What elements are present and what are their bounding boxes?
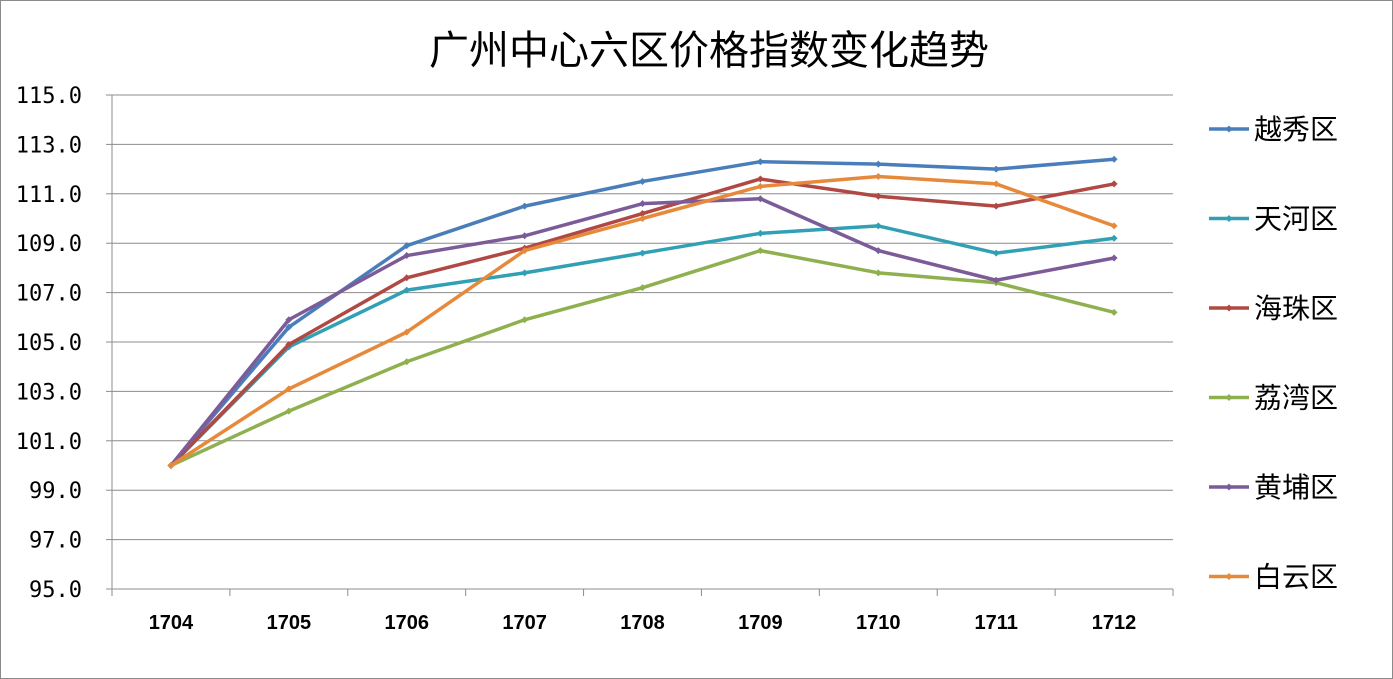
data-point — [1110, 308, 1118, 316]
data-point — [639, 177, 646, 185]
data-point — [1110, 254, 1118, 262]
legend-label: 越秀区 — [1254, 113, 1338, 146]
legend-marker — [1225, 125, 1233, 133]
data-point — [521, 202, 529, 210]
data-point — [167, 462, 175, 469]
series-4 — [167, 247, 1118, 469]
x-tick-label: 1705 — [267, 612, 312, 634]
x-tick-label: 1712 — [1092, 612, 1137, 634]
x-tick-label: 1704 — [149, 612, 194, 634]
data-point — [1110, 180, 1118, 188]
legend-entry: 黄埔区 — [1209, 471, 1338, 504]
legend-marker — [1225, 215, 1233, 222]
y-tick-label: 101.0 — [16, 430, 82, 455]
data-point — [1110, 234, 1118, 242]
y-tick-label: 105.0 — [16, 331, 82, 356]
data-point — [874, 173, 882, 181]
chart-title: 广州中心六区价格指数变化趋势 — [429, 28, 989, 74]
data-point — [521, 232, 529, 240]
y-tick-label: 99.0 — [29, 479, 82, 504]
data-point — [285, 340, 293, 348]
data-point — [403, 274, 411, 282]
data-point — [874, 269, 882, 277]
data-point — [639, 200, 646, 208]
x-tick-label: 1706 — [384, 612, 429, 634]
series-6 — [167, 173, 1118, 469]
y-tick-label: 95.0 — [29, 578, 82, 603]
data-point — [1110, 222, 1118, 230]
data-point — [992, 276, 1000, 284]
data-point — [403, 242, 411, 250]
y-tick-label: 109.0 — [16, 232, 82, 257]
x-tick-label: 1707 — [502, 612, 547, 634]
data-point — [756, 229, 764, 237]
data-point — [521, 316, 529, 324]
series-line — [169, 248, 1116, 468]
x-tick-label: 1709 — [738, 612, 783, 634]
data-point — [874, 192, 882, 200]
data-point — [874, 222, 882, 230]
data-point — [1110, 155, 1118, 163]
data-point — [756, 175, 764, 183]
data-point — [992, 165, 1000, 173]
y-tick-label: 103.0 — [16, 380, 82, 405]
data-point — [521, 247, 529, 255]
legend-entry: 越秀区 — [1209, 113, 1338, 146]
data-point — [992, 249, 1000, 257]
legend-label: 白云区 — [1254, 561, 1338, 594]
data-point — [992, 180, 1000, 188]
legend-marker — [1225, 304, 1233, 312]
data-point — [285, 385, 293, 393]
data-point — [403, 286, 411, 294]
data-point — [639, 249, 646, 257]
legend-label: 荔湾区 — [1254, 382, 1338, 415]
y-tick-label: 111.0 — [16, 183, 82, 208]
axes — [106, 94, 1174, 596]
x-tick-label: 1711 — [974, 612, 1017, 634]
legend-marker — [1225, 483, 1233, 491]
data-point — [639, 210, 646, 218]
legend-marker — [1225, 394, 1233, 401]
series-2 — [167, 222, 1118, 469]
legend-entry: 荔湾区 — [1209, 382, 1338, 415]
gridlines — [112, 94, 1173, 541]
legend-label: 天河区 — [1254, 203, 1338, 236]
data-point — [874, 160, 882, 168]
y-tick-label: 115.0 — [16, 84, 82, 109]
y-tick-label: 97.0 — [29, 529, 82, 554]
data-point — [285, 407, 293, 415]
data-point — [756, 247, 764, 255]
data-point — [639, 284, 646, 292]
data-point — [285, 323, 293, 331]
data-point — [756, 158, 764, 166]
data-point — [403, 358, 411, 366]
data-point — [756, 182, 764, 190]
data-point — [756, 195, 764, 203]
series-line — [169, 224, 1116, 468]
data-point — [874, 247, 882, 255]
data-point — [403, 328, 411, 336]
data-point — [521, 269, 529, 277]
legend-label: 黄埔区 — [1254, 471, 1338, 504]
data-point — [403, 252, 411, 260]
data-point — [285, 316, 293, 324]
y-tick-label: 113.0 — [16, 133, 82, 158]
x-axis-tick-labels: 1704 1705 1706 1707 1708 1709 1710 1711 1712 — [149, 612, 1137, 634]
legend-marker — [1225, 573, 1233, 580]
legend-entry: 海珠区 — [1209, 292, 1338, 325]
data-point — [992, 202, 1000, 210]
legend-entry: 白云区 — [1209, 561, 1338, 594]
legend-label: 海珠区 — [1254, 292, 1338, 325]
x-tick-label: 1710 — [856, 612, 901, 634]
x-tick-label: 1708 — [620, 612, 665, 634]
legend-entry: 天河区 — [1209, 203, 1338, 236]
y-tick-label: 107.0 — [16, 282, 82, 307]
series-lines — [167, 155, 1118, 469]
y-axis-tick-labels: 95.0 97.0 99.0 101.0 103.0 105.0 107.0 109.0 111… — [16, 84, 82, 603]
data-point — [639, 215, 646, 222]
